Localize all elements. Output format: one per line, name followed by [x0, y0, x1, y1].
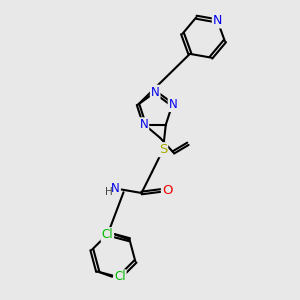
Text: N: N: [111, 182, 120, 195]
Text: N: N: [213, 14, 222, 28]
Text: O: O: [162, 184, 172, 197]
Text: N: N: [140, 118, 148, 131]
Text: N: N: [169, 98, 177, 111]
Text: S: S: [159, 143, 167, 156]
Text: Cl: Cl: [102, 228, 113, 241]
Text: Cl: Cl: [114, 270, 126, 283]
Text: N: N: [111, 182, 120, 195]
Text: N: N: [151, 86, 160, 99]
Text: H: H: [105, 187, 113, 196]
